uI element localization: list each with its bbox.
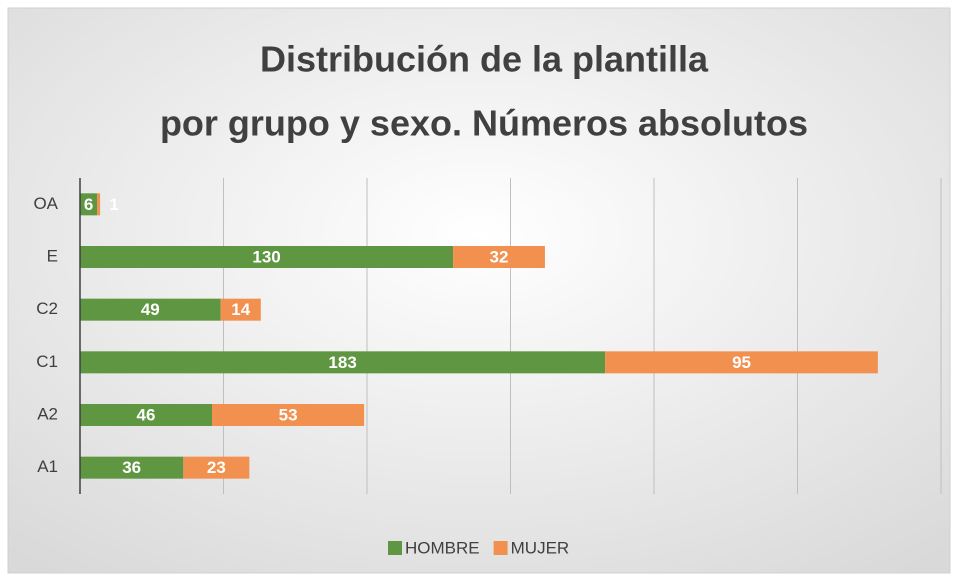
data-label: 14 xyxy=(231,300,250,319)
y-tick-label: C2 xyxy=(36,299,58,318)
y-tick-label: E xyxy=(47,246,58,265)
y-tick-label: C1 xyxy=(36,352,58,371)
data-label: 6 xyxy=(84,195,93,214)
data-label: 49 xyxy=(141,300,160,319)
bar-segment xyxy=(453,246,545,268)
bar-segment xyxy=(80,193,98,216)
bar-segment xyxy=(220,298,261,321)
data-label: 1 xyxy=(109,195,118,214)
y-tick-label: OA xyxy=(33,194,58,213)
legend-swatch xyxy=(388,541,402,555)
chart-background xyxy=(7,7,951,574)
bar-segment xyxy=(97,193,101,216)
legend-swatch xyxy=(493,541,508,555)
data-label: 36 xyxy=(122,458,141,477)
bar-segment xyxy=(80,298,221,321)
data-label: 23 xyxy=(207,458,226,477)
data-label: 183 xyxy=(328,353,356,372)
legend-label: HOMBRE xyxy=(405,538,480,557)
bar-segment xyxy=(80,456,184,479)
bar-segment xyxy=(80,246,454,268)
data-label: 95 xyxy=(732,353,751,372)
bar-segment xyxy=(80,404,213,426)
chart-title: Distribución de la plantilla xyxy=(260,39,709,80)
bar-segment xyxy=(605,351,878,374)
data-label: 32 xyxy=(490,247,509,266)
legend-label: MUJER xyxy=(511,538,570,557)
y-tick-label: A1 xyxy=(37,457,58,476)
y-tick-label: A2 xyxy=(37,404,58,423)
data-label: 46 xyxy=(137,405,156,424)
bar-segment xyxy=(80,351,606,374)
data-label: 53 xyxy=(279,405,298,424)
bar-segment xyxy=(212,404,365,426)
data-label: 130 xyxy=(252,247,280,266)
bar-segment xyxy=(183,456,250,479)
chart-title: por grupo y sexo. Números absolutos xyxy=(160,103,808,144)
